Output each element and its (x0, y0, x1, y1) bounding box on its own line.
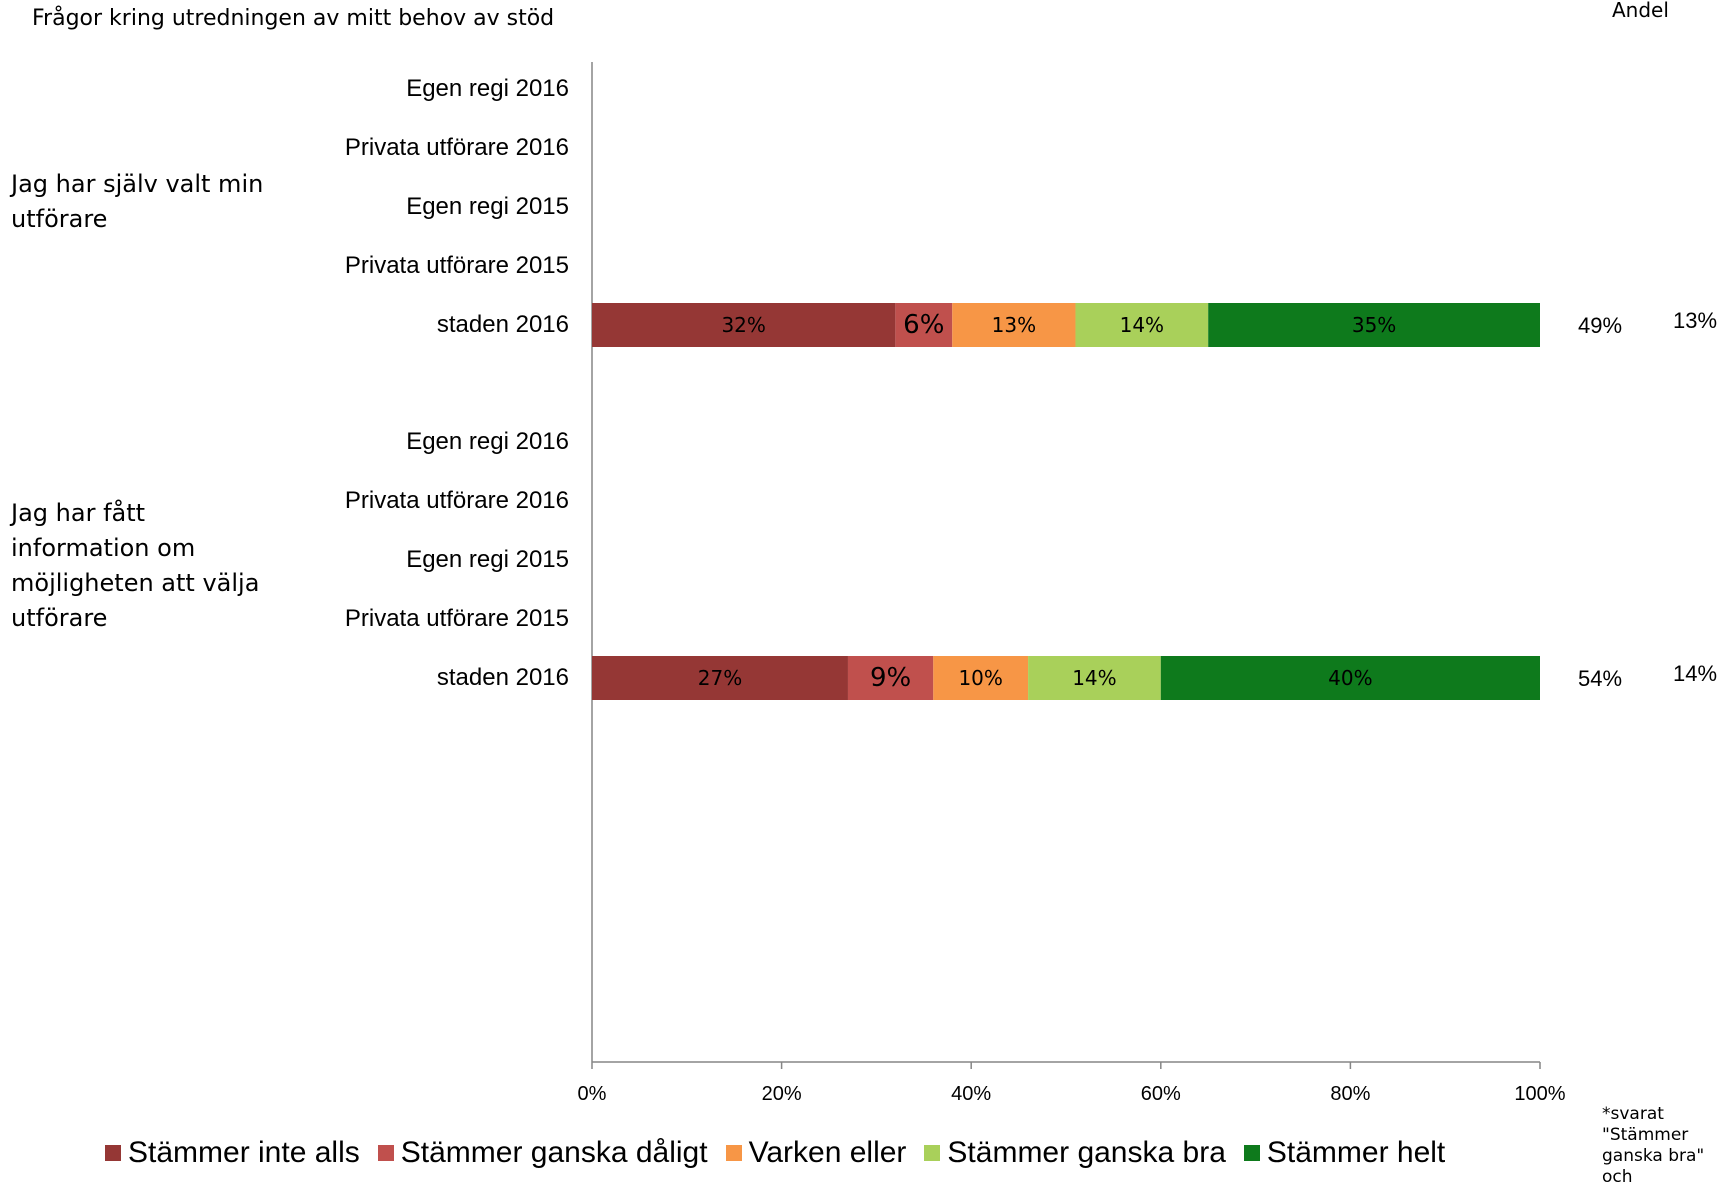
bar-value-label: 14% (1120, 313, 1164, 337)
bar-segment (847, 656, 934, 700)
category-label: Egen regi 2016 (406, 75, 569, 102)
category-label: staden 2016 (436, 311, 569, 338)
legend-swatch (377, 1145, 394, 1161)
bar-segment (1160, 656, 1540, 700)
category-label: Egen regi 2015 (406, 193, 569, 220)
x-tick-label: 20% (761, 1083, 802, 1105)
legend: Stämmer inte alls Stämmer ganska dåligt Va… (105, 1136, 1463, 1170)
bar-value-label: 32% (721, 313, 765, 337)
bar-segment (1075, 303, 1209, 347)
x-tick-label: 0% (577, 1083, 607, 1105)
share-column-header: Andel (1612, 0, 1669, 22)
bar-segment (1028, 656, 1161, 700)
legend-label: Stämmer ganska bra (947, 1136, 1226, 1169)
category-label: Egen regi 2016 (406, 428, 569, 455)
summary-share-value: 14% (1673, 661, 1718, 686)
bar-value-label: 14% (1072, 666, 1116, 690)
x-tick-label: 40% (951, 1083, 992, 1105)
bar-value-label: 35% (1352, 313, 1396, 337)
category-label: staden 2016 (436, 664, 569, 691)
bar-value-label: 27% (698, 666, 742, 690)
bar-value-label: 9% (870, 663, 911, 693)
legend-swatch (725, 1145, 742, 1161)
legend-label: Stämmer helt (1266, 1136, 1446, 1169)
chart-title: Frågor kring utredningen av mitt behov a… (32, 6, 555, 31)
footnote: *svarat "Stämmer ganska bra" och (1602, 1104, 1705, 1187)
group-label-self-chosen: Jag har själv valt min utförare (11, 170, 264, 233)
x-tick-label: 60% (1140, 1083, 1181, 1105)
legend-item: Varken eller (725, 1136, 907, 1170)
summary-share-value: 49% (1578, 313, 1623, 338)
bar-value-label: 40% (1328, 666, 1372, 690)
category-label: Egen regi 2015 (406, 546, 569, 573)
bar-segment (895, 303, 953, 347)
x-tick-label: 100% (1514, 1083, 1566, 1105)
legend-item: Stämmer ganska dåligt (377, 1136, 708, 1170)
category-label: Privata utförare 2015 (344, 605, 569, 632)
legend-item: Stämmer helt (1243, 1136, 1446, 1170)
x-tick-label: 80% (1330, 1083, 1371, 1105)
legend-item: Stämmer inte alls (105, 1136, 360, 1170)
bar-value-label: 10% (958, 666, 1002, 690)
legend-label: Stämmer ganska dåligt (400, 1136, 708, 1169)
group-label-informed: Jag har fått information om möjligheten … (11, 499, 260, 632)
bar-segment (592, 303, 896, 347)
legend-label: Stämmer inte alls (128, 1136, 360, 1169)
bar-segment (592, 656, 848, 700)
summary-share-value: 54% (1578, 666, 1623, 691)
legend-label: Varken eller (748, 1136, 907, 1169)
bar-value-label: 6% (903, 310, 944, 340)
legend-swatch (1243, 1145, 1260, 1161)
bar-segment (952, 303, 1076, 347)
category-label: Privata utförare 2016 (344, 487, 569, 514)
legend-swatch (105, 1145, 121, 1161)
category-label: Privata utförare 2016 (344, 134, 569, 161)
category-label: Privata utförare 2015 (344, 252, 569, 279)
bar-segment (933, 656, 1029, 700)
bar-value-label: 13% (992, 313, 1036, 337)
legend-item: Stämmer ganska bra (924, 1136, 1226, 1170)
legend-swatch (924, 1145, 941, 1161)
summary-share-value: 13% (1673, 308, 1718, 333)
bar-segment (1208, 303, 1540, 347)
